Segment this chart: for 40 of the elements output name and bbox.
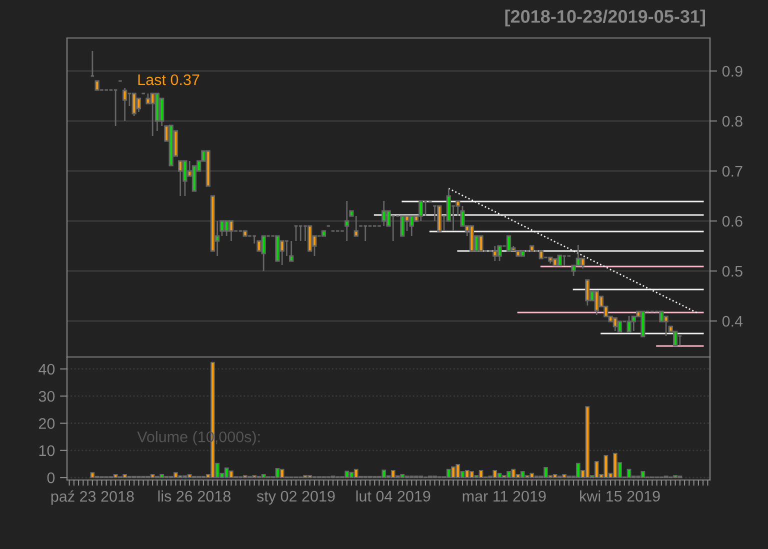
chart-title: [2018-10-23/2019-05-31] (505, 10, 706, 26)
candlestick (154, 92, 160, 132)
y-tick-label: 0.8 (722, 116, 742, 127)
candlestick (506, 235, 512, 252)
candlestick (321, 230, 326, 237)
y-tick-label: 0.9 (722, 66, 742, 77)
x-tick-label: paź 23 2018 (51, 490, 134, 505)
y-tick-label: 10 (39, 445, 55, 456)
x-tick-label: lut 04 2019 (356, 490, 430, 502)
y-tick-label: 0.5 (722, 266, 742, 277)
candlestick (289, 240, 294, 262)
candlestick (363, 225, 368, 242)
x-tick-label: kwi 15 2019 (580, 490, 660, 502)
y-tick-label: 0.4 (722, 316, 743, 327)
candlestick (94, 80, 100, 91)
y-tick-label: 0.6 (722, 216, 742, 227)
y-tick-label: 0 (47, 472, 55, 484)
y-tick-label: 20 (38, 418, 55, 429)
candlestick (437, 205, 442, 232)
candlestick (562, 255, 567, 267)
y-tick-label: 0.7 (722, 166, 742, 177)
candlestick (122, 87, 128, 122)
annotation: Last 0.37 (138, 74, 200, 86)
x-tick-label: mar 11 2019 (462, 490, 546, 502)
candlestick (538, 250, 544, 260)
candlestick (228, 220, 234, 242)
x-tick-label: lis 26 2018 (158, 490, 230, 502)
candlestick (469, 225, 474, 252)
bar (90, 472, 95, 478)
x-tick-label: sty 02 2019 (256, 490, 335, 505)
y-tick-label: 40 (38, 364, 55, 375)
candlestick (298, 225, 303, 242)
candlestick (90, 50, 95, 77)
candlestick (294, 225, 298, 242)
y-tick-label: 30 (38, 390, 55, 402)
candlestick (530, 245, 534, 252)
candlestick (210, 195, 216, 252)
candlestick (242, 230, 248, 237)
candlestick (617, 320, 622, 332)
candlestick (113, 89, 118, 127)
